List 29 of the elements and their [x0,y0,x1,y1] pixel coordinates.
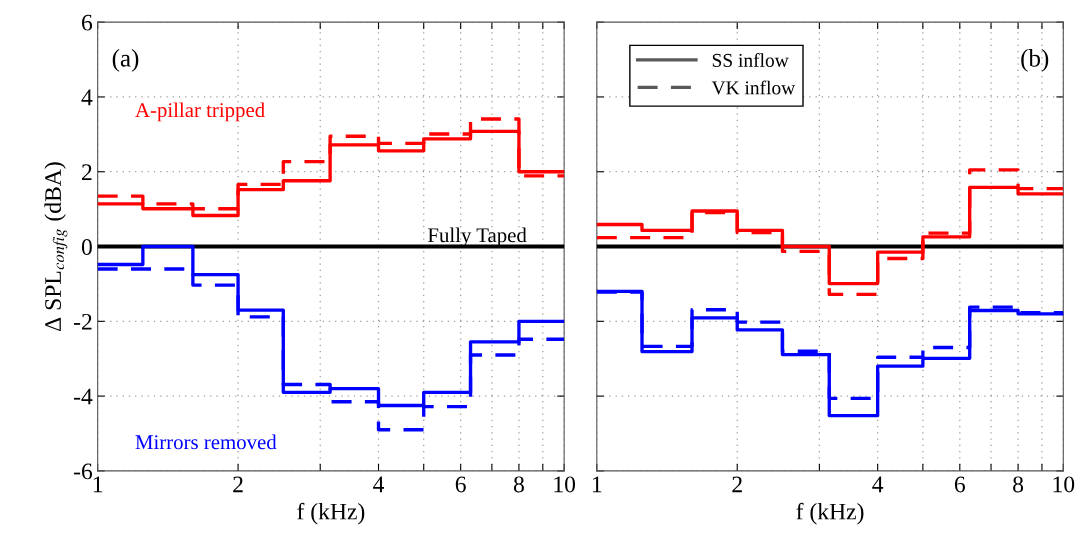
ref-line-label: Fully Taped [427,227,527,247]
x-tick-label: 6 [954,476,966,493]
y-tick-label: 0 [81,239,92,255]
y-tick-label: 4 [81,89,93,106]
y-tick-label: -2 [74,313,92,330]
annotation: (a) [112,49,139,72]
x-tick-label: 4 [872,476,884,493]
y-tick-label: 2 [82,164,92,180]
y-tick-label: -4 [74,388,93,405]
y-axis-title: Δ SPL$_{config}$ (dBA) [44,162,68,332]
legend-label: SS inflow [712,53,789,67]
x-tick-label: 6 [455,476,466,493]
text: Mirrors removed [135,434,277,450]
x-tick-label: 1 [592,476,602,493]
x-tick-label: 2 [732,476,742,493]
text: A-pillar tripped [135,102,265,122]
annotation: (b) [1021,49,1049,72]
x-tick-label: 1 [93,476,103,493]
y-tick-label: -6 [74,463,93,480]
x-tick-label: 10 [554,476,576,493]
x-tick-label: 8 [513,476,524,493]
y-tick-label: 6 [82,14,93,31]
legend-label: VK inflow [711,80,796,95]
x-tick-label: 4 [373,476,385,493]
x-tick-label: 10 [1053,476,1075,493]
x-tick-label: 8 [1013,476,1024,493]
x-axis-title: f (kHz) [796,502,864,525]
x-tick-label: 2 [233,476,243,493]
x-axis-title: f (kHz) [297,502,365,525]
